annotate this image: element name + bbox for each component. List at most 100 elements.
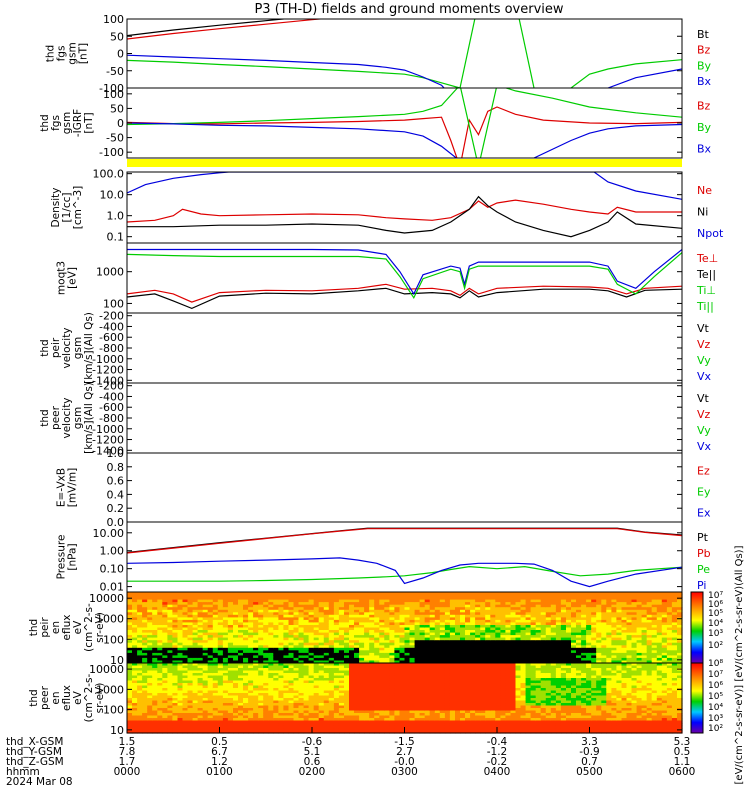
heatmap-cell [677,640,683,644]
heatmap-cell [263,693,269,697]
heatmap-cell [414,640,421,644]
heatmap-cell [465,619,471,623]
heatmap-cell [167,640,173,644]
heatmap-cell [227,685,234,689]
heatmap-cell [268,645,274,649]
heatmap-cell [344,602,350,606]
heatmap-cell [404,730,411,734]
heatmap-cell [379,678,385,682]
heatmap-cell [318,627,325,631]
heatmap-cell [172,708,178,712]
heatmap-cell [636,609,643,613]
heatmap-cell [333,665,340,669]
heatmap-cell [460,645,466,649]
heatmap-cell [656,612,663,616]
heatmap-cell [434,640,441,644]
heatmap-cell [157,683,163,687]
heatmap-cell [455,604,461,608]
heatmap-cell [490,622,496,626]
heatmap-cell [495,612,501,616]
heatmap-cell [540,619,547,623]
heatmap-cell [379,645,385,649]
heatmap-cell [414,594,421,598]
heatmap-cell [127,625,133,629]
heatmap-cell [217,673,224,677]
heatmap-cell [313,725,320,729]
heatmap-cell [157,700,163,704]
heatmap-cell [253,708,259,712]
heatmap-cell [555,640,562,644]
heatmap-cell [328,710,335,714]
heatmap-cell [384,725,390,729]
heatmap-cell [182,698,189,702]
heatmap-cell [132,720,138,724]
ylabel-density: [1/cc] [61,193,73,223]
heatmap-cell [349,660,355,664]
heatmap-cell [515,604,522,608]
heatmap-cell [233,715,239,719]
heatmap-cell [404,650,411,654]
heatmap-cell [641,619,648,623]
heatmap-cell [258,597,264,601]
heatmap-cell [530,617,537,621]
heatmap-cell [167,592,173,596]
heatmap-cell [283,645,289,649]
heatmap-cell [581,622,587,626]
heatmap-cell [394,594,400,598]
heatmap-cell [419,688,426,692]
heatmap-cell [566,602,572,606]
heatmap-cell [606,614,612,618]
heatmap-cell [359,680,365,684]
heatmap-cell [303,670,310,674]
heatmap-cell [293,592,300,596]
heatmap-cell [384,670,390,674]
heatmap-cell [177,642,184,646]
heatmap-cell [480,657,486,661]
legend-By: By [697,59,712,72]
heatmap-cell [333,619,340,623]
heatmap-cell [460,617,466,621]
heatmap-cell [500,635,506,639]
heatmap-cell [490,597,496,601]
heatmap-cell [379,602,385,606]
heatmap-cell [596,614,602,618]
heatmap-cell [591,599,597,603]
ylabel-fgs: gsm [67,42,79,64]
heatmap-cell [621,655,628,659]
heatmap-cell [162,685,168,689]
heatmap-cell [268,683,274,687]
heatmap-cell [192,705,199,709]
heatmap-cell [137,630,143,634]
heatmap-cell [132,703,138,707]
heatmap-cell [369,635,375,639]
heatmap-cell [515,592,522,596]
heatmap-cell [253,683,259,687]
heatmap-cell [288,630,295,634]
heatmap-cell [248,632,254,636]
heatmap-cell [338,678,345,682]
heatmap-cell [137,594,143,598]
heatmap-cell [147,680,153,684]
heatmap-cell [217,635,224,639]
heatmap-cell [192,599,199,603]
heatmap-cell [404,678,411,682]
heatmap-cell [424,683,431,687]
heatmap-cell [328,685,335,689]
heatmap-cell [419,645,426,649]
heatmap-cell [555,614,562,618]
heatmap-cell [238,594,244,598]
heatmap-cell [495,594,501,598]
heatmap-cell [298,698,305,702]
heatmap-cell [157,655,163,659]
heatmap-cell [258,668,264,672]
heatmap-cell [470,645,476,649]
heatmap-cell [283,673,289,677]
heatmap-cell [293,614,300,618]
heatmap-cell [399,675,406,679]
heatmap-cell [333,725,340,729]
heatmap-cell [338,655,345,659]
heatmap-cell [566,619,572,623]
heatmap-cell [202,660,209,664]
heatmap-cell [157,718,163,722]
heatmap-cell [560,632,567,636]
